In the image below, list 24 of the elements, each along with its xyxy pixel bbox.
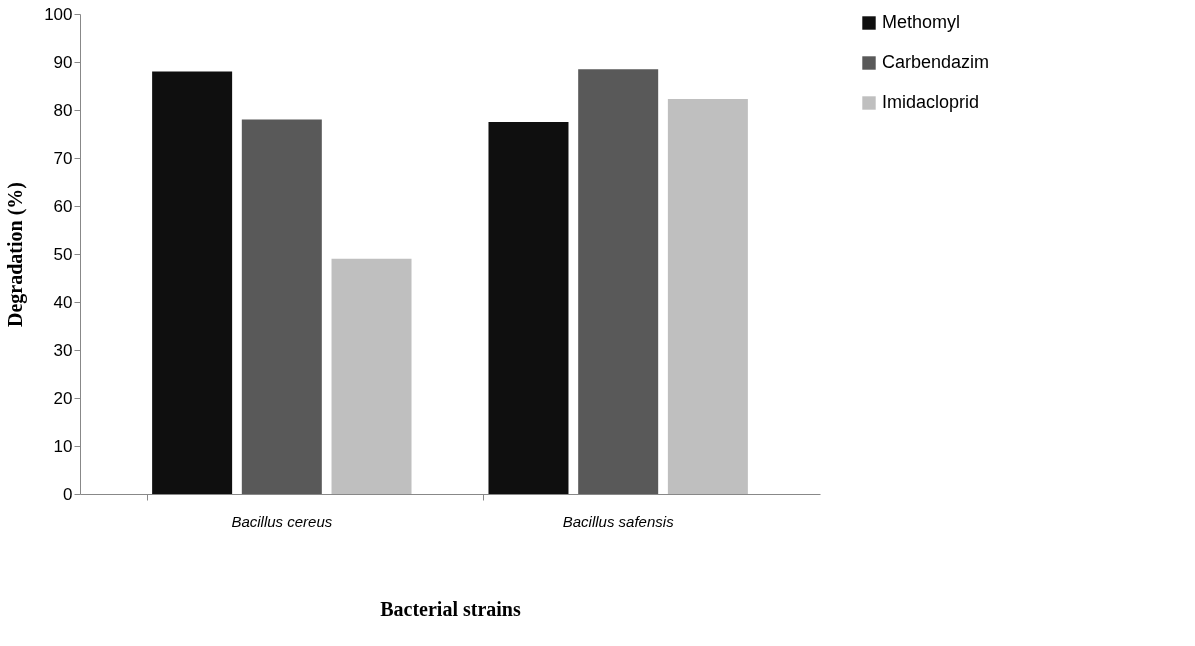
legend-label: Carbendazim — [882, 52, 990, 72]
y-tick-label: 30 — [53, 340, 73, 360]
y-tick-label: 90 — [53, 52, 73, 72]
bar — [331, 258, 412, 494]
y-tick-label: 80 — [53, 100, 73, 120]
bar — [488, 122, 569, 494]
y-tick-label: 0 — [63, 484, 73, 504]
y-tick-label: 40 — [53, 292, 73, 312]
y-tick-label: 50 — [53, 244, 73, 264]
y-tick-label: 60 — [53, 196, 73, 216]
legend-label: Imidacloprid — [882, 92, 980, 112]
y-axis-title: Degradation (%) — [4, 182, 28, 327]
y-tick-label: 10 — [53, 436, 73, 456]
x-axis-title: Bacterial strains — [380, 597, 521, 620]
x-tick-label: Bacillus safensis — [562, 512, 675, 530]
bar — [241, 119, 322, 494]
y-tick-label: 20 — [53, 388, 73, 408]
bar — [578, 69, 659, 494]
y-tick-label: 70 — [53, 148, 73, 168]
bar — [152, 71, 233, 494]
bar — [667, 98, 748, 494]
legend-label: Methomyl — [882, 12, 961, 32]
x-tick-label: Bacillus cereus — [231, 512, 333, 530]
y-tick-label: 100 — [44, 4, 73, 24]
